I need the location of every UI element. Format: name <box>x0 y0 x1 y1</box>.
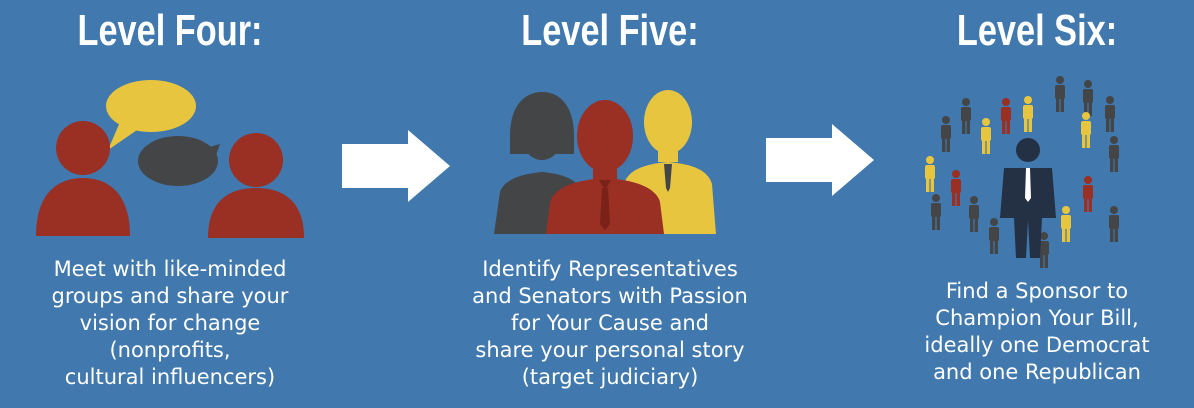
crowd-person-icon <box>989 218 999 254</box>
level-four: Level Four: Meet with like-minded groups… <box>0 0 340 408</box>
crowd-person-icon <box>1055 76 1065 112</box>
crowd-person-icon <box>1001 98 1011 134</box>
crowd-person-icon <box>1105 96 1115 132</box>
sponsor-figure-icon <box>1000 138 1056 258</box>
crowd-person-icon <box>941 116 951 152</box>
crowd-person-icon <box>1061 206 1071 242</box>
right-arrow-icon <box>766 124 874 196</box>
level-six: Level Six: <box>880 0 1194 408</box>
representatives-icon <box>494 90 716 234</box>
crowd-person-icon <box>951 170 961 206</box>
level-five-title: Level Five: <box>521 6 699 55</box>
crowd-sponsor-icon <box>925 76 1119 268</box>
gray-speech-bubble-icon <box>138 136 220 186</box>
yellow-speech-bubble-icon <box>106 80 196 150</box>
crowd-person-icon <box>1109 136 1119 172</box>
level-six-title: Level Six: <box>956 6 1118 55</box>
level-five-description: Identify Representatives and Senators wi… <box>472 257 748 389</box>
crowd-person-icon <box>1023 96 1033 132</box>
crowd-person-icon <box>1083 176 1093 212</box>
right-person-icon <box>208 133 304 238</box>
level-five: Level Five: Identify Representatives and… <box>450 0 770 408</box>
crowd-person-icon <box>1081 112 1091 148</box>
crowd-person-icon <box>981 118 991 154</box>
level-four-title: Level Four: <box>77 6 263 55</box>
crowd-person-icon <box>961 98 971 134</box>
crowd-person-icon <box>1083 80 1093 116</box>
crowd-person-icon <box>925 156 935 192</box>
level-four-description: Meet with like-minded groups and share y… <box>51 257 289 389</box>
red-man-figure-icon <box>546 100 664 234</box>
people-talking-icon <box>36 80 304 238</box>
crowd-person-icon <box>931 194 941 230</box>
level-six-description: Find a Sponsor to Champion Your Bill, id… <box>924 279 1150 384</box>
left-person-icon <box>36 121 130 236</box>
right-arrow-icon <box>342 130 450 202</box>
crowd-person-icon <box>1109 206 1119 242</box>
crowd-person-icon <box>969 196 979 232</box>
